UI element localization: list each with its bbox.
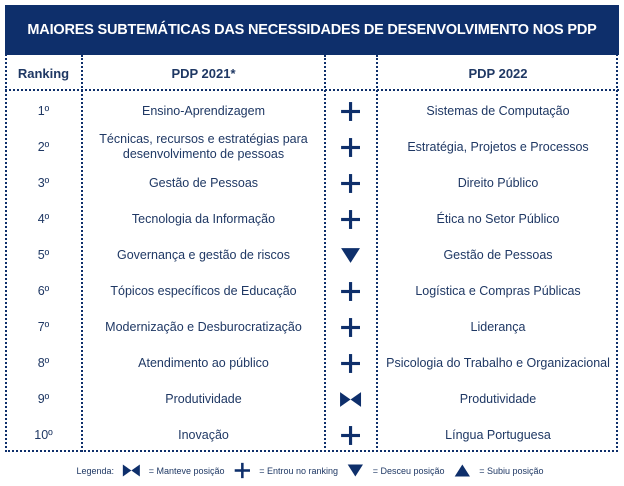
pdp-2022-cell: Ética no Setor Público (436, 211, 560, 226)
rank-cell: 10º (34, 427, 53, 442)
triangle-down-icon (325, 237, 377, 273)
pdp-2022-cell: Estratégia, Projetos e Processos (407, 139, 589, 154)
pdp-2022-cell: Língua Portuguesa (445, 427, 551, 442)
plus-icon (325, 129, 377, 165)
column-divider (81, 55, 83, 452)
pdp-2021-cell: Técnicas, recursos e estratégias para de… (99, 132, 308, 161)
legend: Legenda: = Manteve posição = Entrou no r… (0, 462, 624, 479)
pdp-2021-cell: Tecnologia da Informação (131, 211, 276, 226)
plus-icon (233, 462, 252, 479)
pdp-2022-cell: Logística e Compras Públicas (415, 283, 581, 298)
bowtie-icon (325, 381, 377, 417)
plus-icon (325, 93, 377, 129)
pdp-2022-cell: Produtividade (459, 391, 537, 406)
pdp-2021-cell: Tópicos específicos de Educação (110, 283, 297, 298)
legend-up: = Subiu posição (479, 465, 544, 476)
rank-cell: 7º (37, 319, 50, 334)
rank-cell: 4º (37, 211, 50, 226)
rank-cell: 8º (37, 355, 50, 370)
table-title: MAIORES SUBTEMÁTICAS DAS NECESSIDADES DE… (5, 5, 619, 55)
bowtie-icon (122, 462, 141, 479)
pdp-2022-cell: Psicologia do Trabalho e Organizacional (386, 355, 610, 370)
legend-label: Legenda: (76, 465, 115, 476)
pdp-2021-cell: Produtividade (165, 391, 242, 406)
column-divider (324, 55, 326, 452)
legend-kept: = Manteve posição (148, 465, 225, 476)
triangle-up-icon (453, 462, 472, 479)
pdp-2021-cell: Governança e gestão de riscos (116, 247, 291, 262)
header-pdp-2021: PDP 2021* (171, 65, 236, 81)
rank-cell: 3º (37, 175, 50, 190)
pdp-2022-cell: Direito Público (457, 175, 539, 190)
plus-icon (325, 345, 377, 381)
plus-icon (325, 273, 377, 309)
pdp-2021-cell: Atendimento ao público (138, 355, 269, 370)
column-divider (376, 55, 378, 452)
table-frame (5, 5, 618, 452)
triangle-down-icon (346, 462, 365, 479)
pdp-2021-cell: Ensino-Aprendizagem (142, 103, 265, 118)
pdp-2022-cell: Gestão de Pessoas (443, 247, 553, 262)
rank-cell: 5º (37, 247, 50, 262)
rank-cell: 1º (37, 103, 50, 118)
pdp-2022-cell: Liderança (470, 319, 526, 334)
rank-cell: 9º (37, 391, 50, 406)
legend-entered: = Entrou no ranking (259, 465, 339, 476)
rank-cell: 6º (37, 283, 50, 298)
pdp-2021-cell: Inovação (178, 427, 229, 442)
pdp-2021-cell: Modernização e Desburocratização (105, 319, 302, 334)
header-row (5, 55, 619, 91)
plus-icon (325, 309, 377, 345)
rank-cell: 2º (37, 139, 50, 154)
plus-icon (325, 201, 377, 237)
plus-icon (325, 165, 377, 201)
header-pdp-2022: PDP 2022 (468, 65, 528, 81)
pdp-2021-cell: Gestão de Pessoas (148, 175, 259, 190)
pdp-2022-cell: Sistemas de Computação (426, 103, 570, 118)
plus-icon (325, 417, 377, 453)
header-ranking: Ranking (17, 65, 70, 81)
legend-down: = Desceu posição (372, 465, 445, 476)
